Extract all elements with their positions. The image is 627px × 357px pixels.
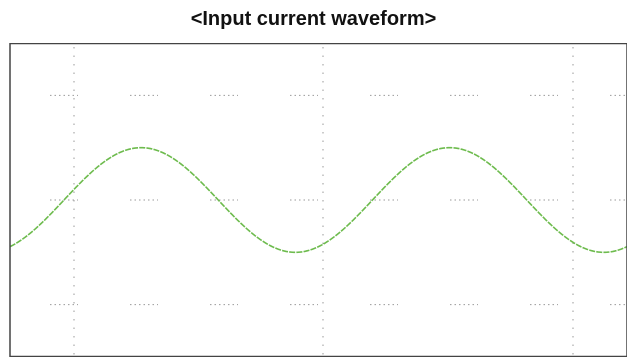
chart-title: <Input current waveform>	[190, 8, 437, 30]
current-waveform-trace	[9, 146, 627, 254]
trace-layer	[9, 146, 627, 254]
plot-frame	[9, 43, 627, 357]
grid-layer	[50, 47, 627, 357]
oscilloscope-plot	[0, 43, 627, 357]
plot-svg	[9, 43, 627, 357]
